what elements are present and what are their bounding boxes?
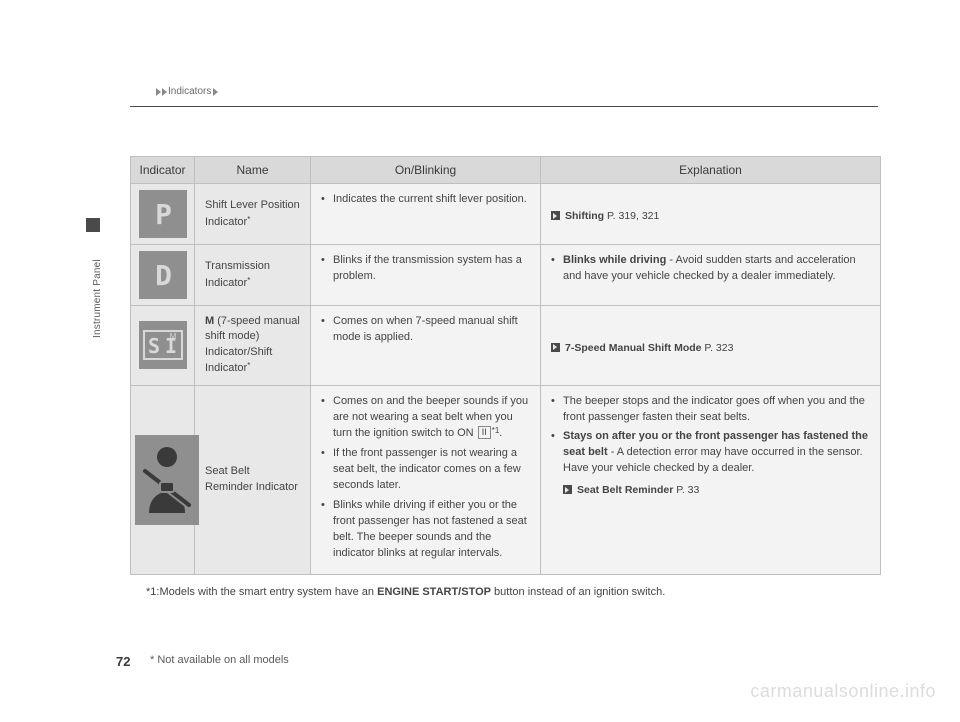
list-item: The beeper stops and the indicator goes …	[551, 394, 870, 426]
page-number: 72	[116, 654, 130, 669]
indicators-table: Indicator Name On/Blinking Explanation P…	[130, 156, 880, 575]
shift-p-icon: P	[139, 190, 187, 238]
svg-text:D: D	[155, 259, 171, 292]
list-item: If the front passenger is not wearing a …	[321, 446, 530, 494]
footnote-availability: * Not available on all models	[150, 654, 289, 666]
indicator-icon-cell: S I M	[131, 306, 195, 386]
chevron-right-icon	[162, 88, 167, 96]
shift-s1-icon: S I M	[139, 321, 187, 369]
breadcrumb-label: Indicators	[168, 86, 211, 97]
header-rule	[130, 106, 878, 107]
on-blinking-cell: Comes on and the beeper sounds if you ar…	[311, 385, 541, 574]
indicator-name-cell: Shift Lever Position Indicator*	[195, 184, 311, 245]
list-item: Indicates the current shift lever positi…	[321, 192, 530, 208]
col-indicator: Indicator	[131, 157, 195, 184]
table-row: Seat Belt Reminder IndicatorComes on and…	[131, 385, 881, 574]
table-header-row: Indicator Name On/Blinking Explanation	[131, 157, 881, 184]
table-row: S I M M (7-speed manual shift mode) Indi…	[131, 306, 881, 386]
list-item: Blinks while driving if either you or th…	[321, 498, 530, 562]
watermark: carmanualsonline.info	[750, 681, 936, 702]
svg-text:S: S	[147, 334, 159, 358]
cross-reference: 7-Speed Manual Shift Mode P. 323	[551, 341, 870, 356]
svg-text:P: P	[155, 198, 171, 231]
indicator-icon-cell: D	[131, 245, 195, 306]
indicator-icon-cell: P	[131, 184, 195, 245]
explanation-cell: Blinks while driving - Avoid sudden star…	[541, 245, 881, 306]
list-item: Blinks while driving - Avoid sudden star…	[551, 253, 870, 285]
on-blinking-cell: Blinks if the transmission system has a …	[311, 245, 541, 306]
list-item: Blinks if the transmission system has a …	[321, 253, 530, 285]
chevron-right-icon	[213, 88, 218, 96]
chevron-right-icon	[156, 88, 161, 96]
indicator-name-cell: M (7-speed manual shift mode) Indicator/…	[195, 306, 311, 386]
list-item: Comes on and the beeper sounds if you ar…	[321, 394, 530, 443]
explanation-cell: Shifting P. 319, 321	[541, 184, 881, 245]
section-tab-icon	[86, 218, 100, 232]
indicator-icon-cell	[131, 385, 195, 574]
shift-d-icon: D	[139, 251, 187, 299]
footnote-models: *1:Models with the smart entry system ha…	[146, 586, 665, 598]
col-explanation: Explanation	[541, 157, 881, 184]
col-onblinking: On/Blinking	[311, 157, 541, 184]
svg-text:M: M	[169, 332, 176, 341]
breadcrumb: Indicators	[156, 86, 217, 97]
explanation-cell: 7-Speed Manual Shift Mode P. 323	[541, 306, 881, 386]
table-row: D Transmission Indicator* Blinks if the t…	[131, 245, 881, 306]
list-item: Stays on after you or the front passenge…	[551, 429, 870, 477]
cross-reference: Seat Belt Reminder P. 33	[563, 483, 870, 498]
on-blinking-cell: Indicates the current shift lever positi…	[311, 184, 541, 245]
list-item: Comes on when 7-speed manual shift mode …	[321, 314, 530, 346]
col-name: Name	[195, 157, 311, 184]
section-label: Instrument Panel	[92, 259, 103, 338]
explanation-cell: The beeper stops and the indicator goes …	[541, 385, 881, 574]
seatbelt-icon	[135, 435, 199, 525]
indicator-name-cell: Seat Belt Reminder Indicator	[195, 385, 311, 574]
indicator-name-cell: Transmission Indicator*	[195, 245, 311, 306]
table-row: P Shift Lever Position Indicator* Indicat…	[131, 184, 881, 245]
on-blinking-cell: Comes on when 7-speed manual shift mode …	[311, 306, 541, 386]
cross-reference: Shifting P. 319, 321	[551, 209, 870, 224]
manual-page: Indicators Instrument Panel Indicator Na…	[0, 0, 960, 722]
